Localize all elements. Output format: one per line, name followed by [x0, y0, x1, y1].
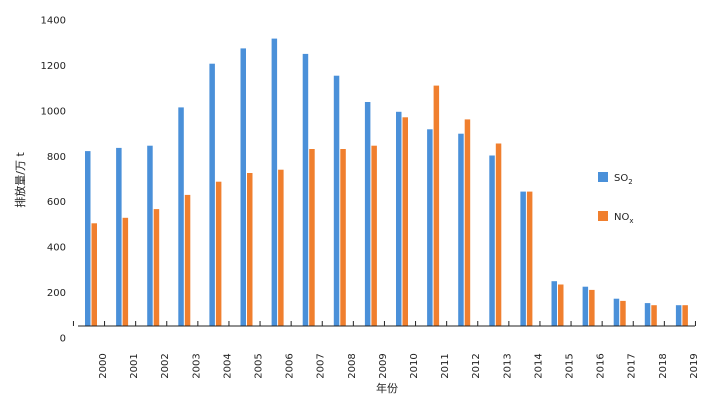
bar-so2-2009 [364, 102, 371, 326]
bar-nox-2017 [620, 300, 626, 326]
y-tick-label: 1000 [41, 106, 66, 117]
x-tick-label: 2011 [440, 353, 451, 378]
x-tick-label: 2005 [254, 353, 265, 378]
bar-so2-2008 [333, 75, 340, 326]
x-tick-label: 2017 [627, 353, 638, 378]
bar-nox-2004 [215, 181, 222, 326]
bar-so2-2005 [240, 48, 246, 327]
bar-nox-2007 [309, 149, 315, 326]
bar-nox-2018 [651, 305, 657, 326]
bar-nox-2013 [495, 143, 502, 326]
x-tick-label: 2000 [98, 353, 109, 378]
bar-so2-2001 [116, 147, 122, 326]
x-tick-label: 2007 [316, 353, 327, 378]
y-axis: 0 200 400 600 800 1000 1200 1400 [41, 16, 66, 345]
y-tick-label: 0 [60, 334, 66, 345]
bar-nox-2012 [464, 119, 471, 327]
x-tick-label: 2001 [129, 353, 140, 378]
bar-so2-2011 [427, 129, 433, 326]
bar-nox-2010 [402, 117, 408, 326]
x-axis: 2000 2001 2002 2003 2004 2005 2006 2007 2008 2009… [72, 321, 700, 379]
x-tick-label: 2018 [658, 353, 669, 378]
x-tick-label: 2006 [285, 353, 296, 378]
bars [85, 38, 688, 327]
bar-so2-2019 [675, 305, 682, 326]
bar-nox-2001 [122, 217, 129, 326]
bar-nox-2016 [589, 289, 595, 326]
x-tick-label: 2008 [347, 353, 358, 378]
bar-nox-2002 [153, 209, 160, 326]
x-tick-label: 2019 [689, 353, 700, 378]
x-tick-label: 2016 [596, 353, 607, 378]
y-tick-label: 800 [47, 152, 66, 163]
bar-so2-2013 [489, 155, 495, 326]
x-tick-label: 2013 [502, 353, 513, 378]
bar-so2-2010 [396, 111, 402, 326]
bar-so2-2012 [458, 133, 464, 326]
bar-so2-2016 [582, 286, 589, 326]
bar-so2-2002 [147, 145, 153, 326]
x-tick-label: 2003 [191, 353, 202, 378]
x-tick-label: 2002 [160, 353, 171, 378]
bar-so2-2015 [551, 281, 557, 326]
legend-label-so2: SO2 [614, 173, 633, 186]
y-tick-label: 200 [47, 288, 66, 299]
bar-nox-2015 [558, 284, 564, 326]
legend: SO2 NOx [598, 172, 634, 225]
x-tick-label: 2012 [471, 353, 482, 378]
bar-so2-2004 [209, 63, 215, 326]
bar-so2-2003 [178, 107, 184, 327]
bar-nox-2009 [371, 145, 377, 326]
y-tick-label: 1200 [41, 61, 66, 72]
y-tick-label: 1400 [41, 16, 66, 27]
bar-so2-2006 [271, 38, 278, 326]
x-tick-label: 2004 [222, 353, 233, 378]
legend-swatch-nox [598, 211, 608, 221]
bar-nox-2019 [682, 305, 688, 326]
bar-so2-2014 [520, 191, 526, 326]
x-tick-label: 2015 [565, 353, 576, 378]
x-tick-label: 2009 [378, 353, 389, 378]
y-tick-label: 600 [47, 197, 66, 208]
bar-nox-2008 [340, 149, 346, 326]
bar-nox-2000 [91, 223, 97, 326]
bar-so2-2018 [644, 303, 651, 326]
bar-nox-2005 [247, 173, 253, 326]
x-tick-label: 2010 [409, 353, 420, 378]
x-tick-label: 2014 [533, 353, 544, 378]
bar-nox-2011 [433, 85, 440, 326]
y-axis-title: 排放量/万 t [13, 152, 27, 208]
bar-so2-2000 [85, 151, 91, 326]
legend-swatch-so2 [598, 172, 608, 182]
bar-nox-2006 [278, 169, 284, 326]
bar-so2-2017 [613, 298, 620, 326]
y-tick-label: 400 [47, 243, 66, 254]
bar-nox-2003 [184, 194, 191, 326]
x-axis-title: 年份 [376, 381, 398, 395]
bar-so2-2007 [302, 53, 309, 327]
bar-nox-2014 [526, 191, 533, 326]
legend-label-nox: NOx [614, 212, 634, 225]
